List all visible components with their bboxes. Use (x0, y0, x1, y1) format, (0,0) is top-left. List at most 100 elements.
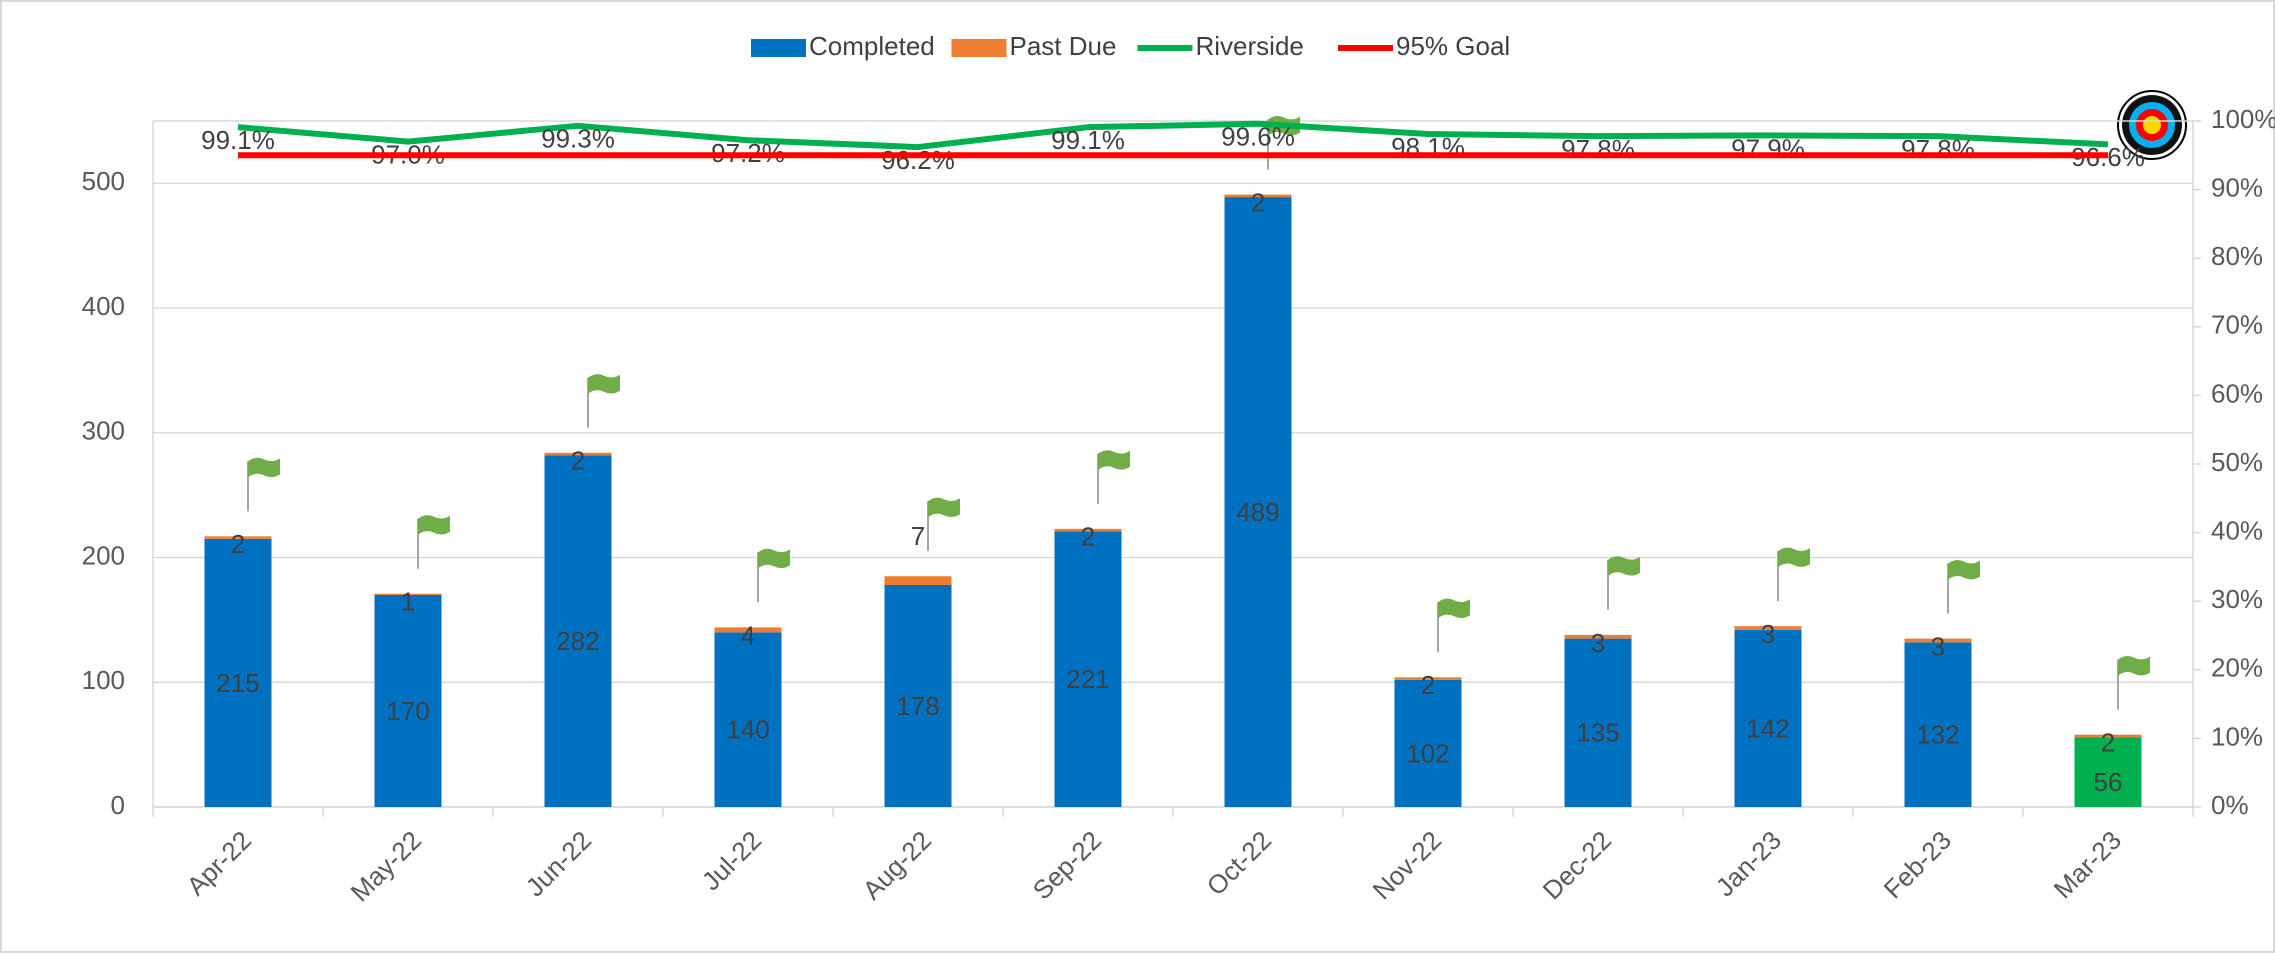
bar (204, 538, 272, 807)
flag-icon (1607, 556, 1640, 610)
y2-tick-label: 10% (2211, 721, 2263, 751)
data-label: 2 (571, 446, 585, 476)
bar (1224, 194, 1292, 198)
legend-swatch (951, 39, 1007, 57)
line-data-label: 99.3% (541, 124, 615, 154)
flag-cloth (1438, 598, 1470, 619)
data-label: 3 (1931, 631, 1945, 661)
y2-tick-label: 100% (2211, 104, 2275, 134)
flag-cloth (928, 497, 960, 518)
legend-label: Past Due (1010, 31, 1117, 61)
legend-label: 95% Goal (1396, 31, 1510, 61)
y2-tick-label: 70% (2211, 310, 2263, 340)
flag-icon (757, 548, 790, 603)
bar (1224, 197, 1292, 808)
line-data-label: 97.9% (1731, 133, 1805, 163)
legend-label: Completed (809, 31, 935, 61)
flag-cloth (758, 548, 790, 569)
data-label: 221 (1066, 664, 1109, 694)
y-tick-label: 200 (82, 540, 125, 570)
data-label: 140 (726, 715, 769, 745)
flag-icon (417, 515, 450, 569)
bar (2074, 737, 2142, 807)
line-data-label: 96.2% (881, 145, 955, 175)
legend-swatch (751, 39, 806, 57)
data-label: 2 (1421, 670, 1435, 700)
data-label: 56 (2094, 767, 2123, 797)
flag-cloth (248, 457, 280, 478)
line-data-label: 97.8% (1901, 134, 1975, 164)
y-tick-label: 100 (82, 665, 125, 695)
y2-tick-label: 0% (2211, 790, 2249, 820)
data-label: 2 (231, 529, 245, 559)
line-data-label: 97.8% (1561, 134, 1635, 164)
y2-tick-label: 90% (2211, 172, 2263, 202)
flag-cloth (1948, 560, 1980, 580)
data-label: 170 (386, 696, 429, 726)
flag-icon (1437, 598, 1470, 653)
bar (1394, 679, 1462, 807)
flag-cloth (418, 515, 450, 535)
bar (1564, 638, 1632, 807)
y2-tick-label: 20% (2211, 653, 2263, 683)
flag-icon (247, 457, 280, 512)
y2-tick-label: 40% (2211, 515, 2263, 545)
data-label: 2 (2101, 728, 2115, 758)
flag-cloth (1098, 450, 1130, 470)
line-data-label: 99.6% (1221, 122, 1295, 152)
bar (1734, 629, 1802, 807)
data-label: 215 (216, 668, 259, 698)
target-icon (2117, 90, 2187, 160)
data-label: 2 (1251, 187, 1265, 217)
legend-item: Completed (751, 31, 935, 61)
bar (1054, 528, 1122, 532)
bar (1564, 634, 1632, 639)
data-label: 3 (1761, 619, 1775, 649)
y-tick-label: 400 (82, 291, 125, 321)
bar (374, 594, 442, 807)
data-label: 102 (1406, 738, 1449, 768)
bar (884, 584, 952, 807)
line-data-label: 99.1% (201, 125, 275, 155)
data-label: 178 (896, 691, 939, 721)
flag-icon (1097, 450, 1130, 504)
bar (1394, 677, 1462, 680)
data-label: 282 (556, 626, 599, 656)
flag-icon (2117, 656, 2150, 710)
bar (2074, 734, 2142, 738)
flag-icon (1777, 547, 1810, 602)
bar (1904, 638, 1972, 643)
flag-icon (927, 497, 960, 552)
flag-cloth (1778, 547, 1810, 568)
data-label: 2 (1081, 522, 1095, 552)
bar (544, 452, 612, 456)
bar (374, 593, 442, 595)
y2-tick-label: 80% (2211, 241, 2263, 271)
y-tick-label: 0 (111, 790, 125, 820)
bar (204, 536, 272, 539)
bar (1734, 626, 1802, 630)
flag-icon (587, 374, 620, 428)
legend-item: 95% Goal (1338, 31, 1510, 61)
data-label: 7 (911, 521, 925, 551)
y2-tick-label: 50% (2211, 447, 2263, 477)
bar (714, 632, 782, 807)
bar (1054, 531, 1122, 807)
y2-tick-label: 30% (2211, 584, 2263, 614)
line-data-label: 99.1% (1051, 125, 1125, 155)
bar (714, 627, 782, 633)
bar (1904, 642, 1972, 807)
line-series (237, 120, 2109, 151)
flag-icon (1947, 560, 1980, 614)
bar (544, 455, 612, 807)
data-label: 4 (741, 620, 755, 650)
legend-label: Riverside (1196, 31, 1304, 61)
data-label: 135 (1576, 718, 1619, 748)
data-label: 1 (401, 587, 415, 617)
y-tick-label: 500 (82, 166, 125, 196)
data-label: 489 (1236, 497, 1279, 527)
flag-cloth (2118, 656, 2150, 676)
data-label: 132 (1916, 720, 1959, 750)
data-label: 3 (1591, 628, 1605, 658)
